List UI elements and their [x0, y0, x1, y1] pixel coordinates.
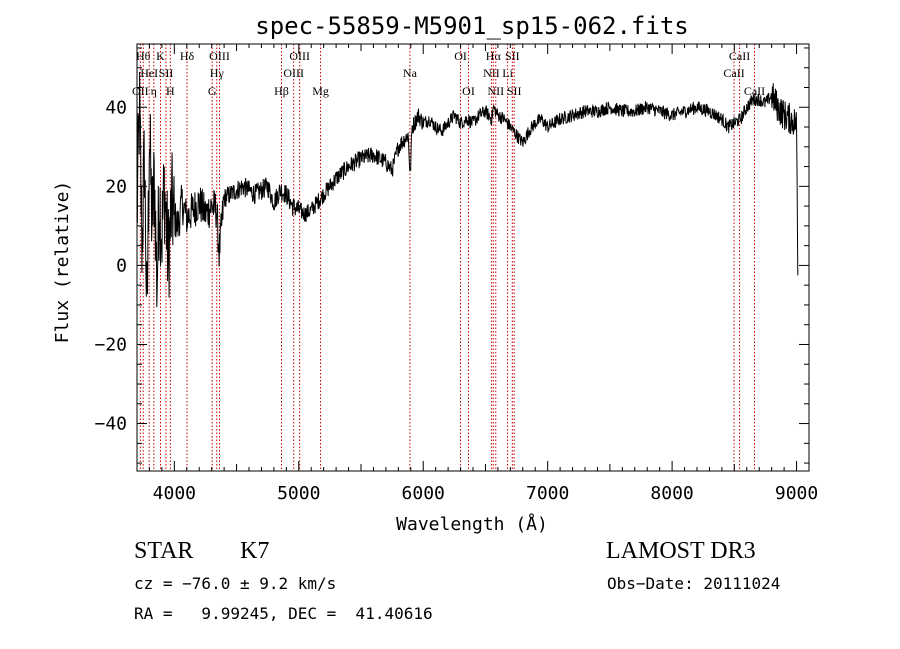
line-marker-label: SII [507, 84, 522, 98]
x-tick-label: 5000 [277, 483, 320, 504]
x-tick-label: 6000 [402, 483, 445, 504]
y-tick-label: 0 [116, 255, 127, 276]
line-marker-label: OI [454, 49, 467, 63]
spectrum-series-line [136, 71, 799, 308]
line-marker-label: Hγ [210, 66, 225, 80]
line-marker-label: CaII [744, 84, 765, 98]
line-marker-label: η [151, 84, 157, 98]
x-tick-label: 9000 [775, 483, 818, 504]
line-marker-label: OIII [209, 49, 230, 63]
line-marker-label: NII [483, 66, 500, 80]
survey-name: LAMOST DR3 [606, 538, 756, 564]
y-tick-label: −40 [94, 414, 127, 435]
axis-ticks: 4000 5000 6000 7000 8000 9000 −40 −20 0 20 40 [94, 44, 818, 504]
object-subclass: K7 [240, 538, 270, 564]
line-marker-label: OIII [289, 49, 310, 63]
redshift-value: cz = −76.0 ± 9.2 km/s [134, 574, 337, 593]
line-marker-label: Mg [312, 84, 329, 98]
line-marker-label: Hθ [136, 49, 151, 63]
line-marker-label: Li [502, 66, 513, 80]
observation-date: Obs−Date: 20111024 [607, 574, 781, 593]
line-marker-label: NII [487, 84, 504, 98]
x-axis-label: Wavelength (Å) [396, 513, 548, 535]
y-axis-label: Flux (relative) [52, 181, 73, 344]
y-tick-label: 20 [105, 176, 127, 197]
line-marker-label: CaII [729, 49, 750, 63]
line-marker-label: OII [132, 84, 149, 98]
line-marker-label: OI [462, 84, 475, 98]
line-marker-label: SII [159, 66, 174, 80]
line-marker-label: HeI [140, 66, 158, 80]
object-class: STAR [134, 538, 194, 564]
x-tick-label: 7000 [526, 483, 569, 504]
line-marker-label: Na [403, 66, 418, 80]
y-tick-label: 40 [105, 97, 127, 118]
line-marker-label: H [166, 84, 175, 98]
line-marker-label: OIII [283, 66, 304, 80]
line-marker-label: Hβ [274, 84, 289, 98]
y-tick-label: −20 [94, 334, 127, 355]
line-marker-label: SII [505, 49, 520, 63]
x-tick-label: 8000 [650, 483, 693, 504]
line-marker-label: Hα [486, 49, 502, 63]
line-marker-label: G [208, 84, 217, 98]
x-tick-label: 4000 [153, 483, 196, 504]
line-marker-label: Hδ [180, 49, 195, 63]
line-marker-label: K [156, 49, 165, 63]
chart-title: spec-55859-M5901_sp15-062.fits [255, 12, 688, 40]
emission-line-markers: OII Hθ HeI η K SII H Hδ G Hγ OIII Hβ OIII OIII Mg Na OI O… [132, 44, 765, 471]
line-marker-label: CaII [723, 66, 744, 80]
coordinates: RA = 9.99245, DEC = 41.40616 [134, 604, 433, 623]
